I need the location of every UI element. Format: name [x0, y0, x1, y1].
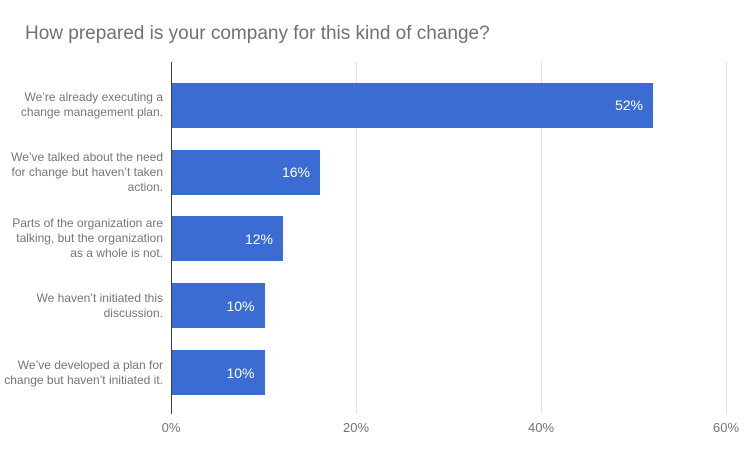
x-tick-40: 40%: [527, 420, 555, 435]
category-label-text: We’ve developed a plan for change but ha…: [4, 357, 163, 387]
bar-10b[interactable]: 10%: [172, 350, 265, 396]
x-tick-0: 0%: [161, 420, 181, 435]
category-label-text: We haven’t initiated this discussion.: [36, 290, 163, 320]
bar-10a[interactable]: 10%: [172, 283, 265, 329]
x-tick-60: 60%: [712, 420, 740, 435]
bar-16[interactable]: 16%: [172, 149, 320, 195]
bar-value-label: 10%: [226, 364, 255, 381]
y-axis-baseline: [171, 62, 172, 414]
x-axis: 0% 20% 40% 60%: [0, 420, 750, 440]
category-label: We’ve talked about the need for change b…: [0, 139, 163, 206]
category-label: We’re already executing a change managem…: [0, 72, 163, 139]
bar-row: 10%: [172, 272, 727, 339]
gridline-40: [541, 62, 542, 414]
x-tick-20: 20%: [342, 420, 370, 435]
bar-value-label: 12%: [244, 230, 273, 247]
category-label-text: We’re already executing a change managem…: [20, 90, 163, 120]
category-axis-labels: We’re already executing a change managem…: [0, 72, 163, 406]
chart-title: How prepared is your company for this ki…: [25, 23, 490, 44]
plot-area: 52% 16% 12% 10% 10%: [172, 72, 727, 406]
bar-value-label: 10%: [226, 297, 255, 314]
category-label-text: Parts of the organization are talking, b…: [12, 216, 163, 261]
bar-row: 10%: [172, 339, 727, 406]
gridline-60: [726, 62, 727, 414]
category-label-text: We’ve talked about the need for change b…: [11, 149, 163, 194]
bar-row: 52%: [172, 72, 727, 139]
bar-52[interactable]: 52%: [172, 82, 653, 128]
bar-row: 16%: [172, 139, 727, 206]
bar-row: 12%: [172, 206, 727, 273]
bar-value-label: 16%: [281, 164, 310, 181]
category-label: Parts of the organization are talking, b…: [0, 206, 163, 273]
bar-value-label: 52%: [614, 97, 643, 114]
category-label: We haven’t initiated this discussion.: [0, 272, 163, 339]
bar-12[interactable]: 12%: [172, 216, 283, 262]
category-label: We’ve developed a plan for change but ha…: [0, 339, 163, 406]
gridline-20: [356, 62, 357, 414]
